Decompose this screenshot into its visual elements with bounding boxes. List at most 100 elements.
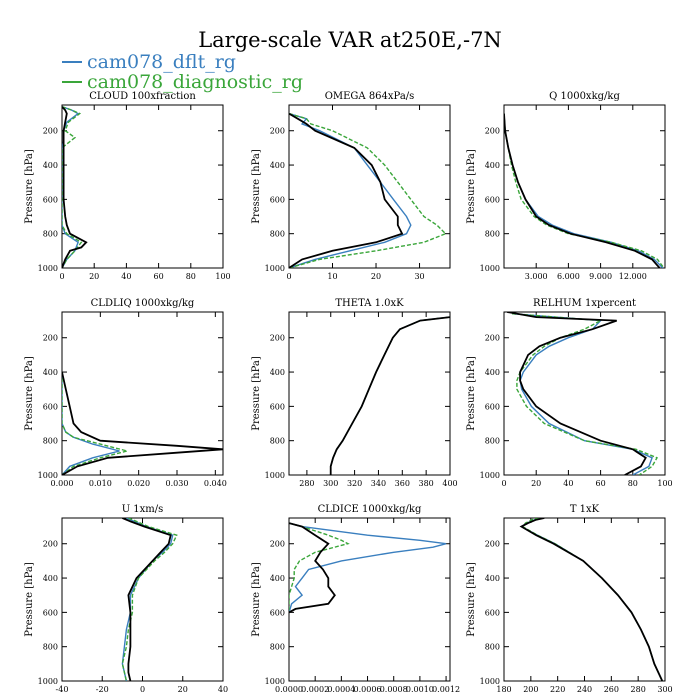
series-line-obs xyxy=(507,312,647,475)
y-tick-label: 600 xyxy=(270,195,285,204)
y-tick-label: 400 xyxy=(485,368,500,377)
y-tick-label: 600 xyxy=(270,402,285,411)
panel-frame xyxy=(503,104,666,269)
y-tick-label: 200 xyxy=(270,540,285,549)
panel-title: THETA 1.0xK xyxy=(335,298,404,309)
x-tick-label: 20 xyxy=(178,685,188,694)
series-line-obs xyxy=(289,522,336,614)
series-line-obs xyxy=(329,316,450,475)
x-tick-label: 0.0002 xyxy=(301,685,329,694)
x-tick-label: 320 xyxy=(347,479,362,488)
x-tick-label: -40 xyxy=(56,685,69,694)
panel-8: CLDICE 1000xkg/kg Pressure [hPa] 200 400 600… xyxy=(251,504,460,694)
x-tick-label: 100 xyxy=(215,272,230,281)
legend: cam078_dflt_rg cam078_diagnostic_rg xyxy=(62,51,304,93)
x-tick-label: 200 xyxy=(523,685,538,694)
x-tick-label: 0 xyxy=(501,479,506,488)
y-tick-label: 600 xyxy=(485,195,500,204)
panel-title: CLDLIQ 1000xkg/kg xyxy=(91,298,195,309)
series-line-diagnostic xyxy=(511,313,659,475)
x-tick-label: 400 xyxy=(442,479,457,488)
y-tick-label: 800 xyxy=(270,230,285,239)
x-tick-label: 40 xyxy=(563,479,573,488)
y-tick-label: 200 xyxy=(270,127,285,136)
y-axis-label: Pressure [hPa] xyxy=(24,356,35,431)
y-tick-label: 400 xyxy=(270,368,285,377)
x-tick-label: 20 xyxy=(89,272,99,281)
series-line-dflt xyxy=(504,113,664,268)
x-tick-label: 40 xyxy=(218,685,228,694)
y-tick-label: 1000 xyxy=(265,264,285,273)
x-tick-label: 40 xyxy=(121,272,131,281)
series-line-diagnostic xyxy=(62,372,128,475)
y-tick-label: 1000 xyxy=(38,677,58,686)
legend-label-diagnostic: cam078_diagnostic_rg xyxy=(87,71,304,93)
x-tick-label: 6.000 xyxy=(557,272,580,281)
legend-line-dflt xyxy=(62,61,82,63)
panel-title: CLDICE 1000xkg/kg xyxy=(318,504,422,515)
y-axis-label: Pressure [hPa] xyxy=(466,149,477,224)
x-tick-label: 340 xyxy=(371,479,386,488)
y-axis-label: Pressure [hPa] xyxy=(251,149,262,224)
x-tick-label: 80 xyxy=(186,272,196,281)
panel-3: Q 1000xkg/kg Pressure [hPa] 200 400 600 800 10… xyxy=(466,91,666,281)
panel-5: THETA 1.0xK Pressure [hPa] 200 400 600 800 100… xyxy=(251,298,458,488)
x-tick-label: 240 xyxy=(577,685,592,694)
x-tick-label: 0 xyxy=(59,272,64,281)
series-line-obs xyxy=(122,518,172,681)
x-tick-label: 80 xyxy=(628,479,638,488)
legend-label-dflt: cam078_dflt_rg xyxy=(87,51,236,73)
x-tick-label: 0 xyxy=(140,685,145,694)
series-line-diagnostic xyxy=(504,113,665,268)
y-tick-label: 200 xyxy=(43,334,58,343)
y-tick-label: 200 xyxy=(485,127,500,136)
panel-title: T 1xK xyxy=(570,504,600,515)
series-line-diagnostic xyxy=(289,522,350,613)
y-tick-label: 800 xyxy=(485,230,500,239)
y-tick-label: 800 xyxy=(43,230,58,239)
y-tick-label: 400 xyxy=(270,161,285,170)
x-tick-label: 12.000 xyxy=(619,272,647,281)
series-line-dflt xyxy=(62,372,120,475)
x-tick-label: 220 xyxy=(550,685,565,694)
x-tick-label: 60 xyxy=(596,479,606,488)
series-line-obs xyxy=(62,106,88,268)
figure-title: Large-scale VAR at250E,-7N xyxy=(198,28,502,52)
x-tick-label: 360 xyxy=(395,479,410,488)
y-tick-label: 400 xyxy=(485,574,500,583)
y-tick-label: 1000 xyxy=(38,264,58,273)
panel-title: OMEGA 864xPa/s xyxy=(325,91,415,102)
x-tick-label: 30 xyxy=(414,272,424,281)
x-tick-label: 0.0010 xyxy=(406,685,434,694)
y-tick-label: 400 xyxy=(485,161,500,170)
y-tick-label: 1000 xyxy=(265,471,285,480)
series-line-obs xyxy=(504,113,661,268)
x-tick-label: 260 xyxy=(604,685,619,694)
y-tick-label: 800 xyxy=(43,437,58,446)
series-line-dflt xyxy=(62,106,80,268)
x-tick-label: 0.010 xyxy=(89,479,112,488)
x-tick-label: 10 xyxy=(327,272,337,281)
y-tick-label: 600 xyxy=(270,608,285,617)
y-tick-label: 200 xyxy=(270,334,285,343)
x-tick-label: 0.0008 xyxy=(380,685,408,694)
panel-2: OMEGA 864xPa/s Pressure [hPa] 200 400 600 800… xyxy=(251,91,451,281)
panel-title: Q 1000xkg/kg xyxy=(549,91,620,102)
y-tick-label: 400 xyxy=(43,574,58,583)
series-line-dflt xyxy=(520,518,663,681)
y-tick-label: 1000 xyxy=(480,264,500,273)
y-axis-label: Pressure [hPa] xyxy=(24,562,35,637)
series-line-diagnostic xyxy=(521,518,663,681)
series-line-dflt xyxy=(289,522,447,613)
y-tick-label: 600 xyxy=(43,608,58,617)
series-line-diagnostic xyxy=(289,112,447,268)
series-line-dflt xyxy=(289,112,412,268)
y-tick-label: 200 xyxy=(43,540,58,549)
series-line-diagnostic xyxy=(62,106,83,268)
y-tick-label: 400 xyxy=(270,574,285,583)
y-tick-label: 200 xyxy=(485,540,500,549)
x-tick-label: 0.040 xyxy=(204,479,227,488)
y-tick-label: 600 xyxy=(43,195,58,204)
